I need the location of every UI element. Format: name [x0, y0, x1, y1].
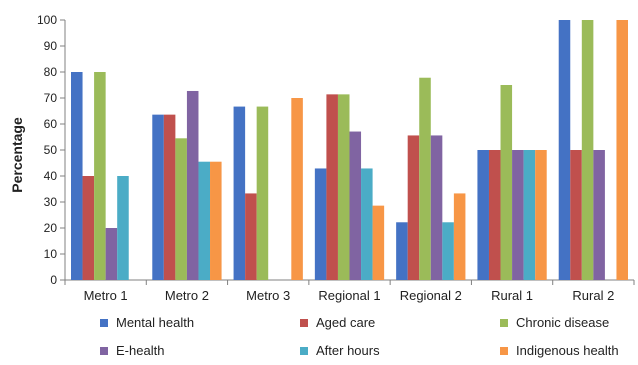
bar	[82, 176, 95, 280]
y-axis-label: Percentage	[9, 117, 25, 193]
legend-label: Aged care	[316, 315, 376, 330]
legend-swatch	[300, 318, 308, 327]
bar	[117, 176, 129, 280]
bar	[453, 193, 466, 280]
bar	[71, 72, 83, 280]
bar	[337, 94, 350, 280]
legend: Mental health Aged care Chronic disease E-h…	[100, 315, 638, 365]
y-tick-label: 10	[44, 247, 58, 261]
bar	[593, 150, 605, 280]
bar	[570, 150, 582, 280]
y-tick-label: 50	[44, 143, 58, 157]
legend-label: E-health	[116, 343, 165, 358]
y-tick-label: 100	[37, 13, 57, 27]
bar	[430, 135, 443, 280]
y-tick-label: 30	[44, 195, 58, 209]
legend-label: After hours	[316, 343, 380, 358]
x-tick-label: Rural 1	[491, 288, 533, 303]
legend-item: Indigenous health	[500, 343, 619, 358]
bar	[396, 222, 408, 280]
bar	[175, 138, 187, 280]
y-tick-label: 70	[44, 91, 58, 105]
y-tick-label: 90	[44, 39, 58, 53]
bar	[477, 150, 489, 280]
legend-label: Indigenous health	[516, 343, 619, 358]
bar	[210, 161, 222, 280]
bar	[256, 106, 269, 280]
bar	[500, 85, 513, 280]
legend-label: Mental health	[116, 315, 195, 330]
bar	[616, 20, 628, 280]
bar	[442, 222, 454, 280]
bar	[512, 150, 524, 280]
bar	[488, 150, 501, 280]
bar	[372, 205, 385, 280]
bar	[291, 98, 303, 280]
legend-item: E-health	[100, 343, 164, 358]
bar	[163, 114, 176, 280]
bar	[523, 150, 536, 280]
x-tick-label: Metro 1	[84, 288, 128, 303]
bar	[535, 150, 547, 280]
legend-swatch	[100, 318, 108, 327]
legend-swatch	[500, 346, 508, 355]
legend-swatch	[500, 318, 508, 327]
bar	[314, 168, 327, 280]
x-tick-label: Rural 2	[572, 288, 614, 303]
axes: 0 10 20 30 40 50 60 70 80 90 100 Metro 1 Metro 2 Metr…	[37, 13, 635, 303]
legend-swatch	[300, 346, 308, 355]
legend-label: Chronic disease	[516, 315, 610, 330]
x-tick-label: Regional 1	[318, 288, 380, 303]
bar	[186, 90, 199, 280]
legend-item: Mental health	[100, 315, 194, 330]
bar	[407, 135, 420, 280]
legend-swatch	[100, 346, 108, 355]
y-tick-label: 60	[44, 117, 58, 131]
bar	[152, 114, 164, 280]
y-tick-label: 80	[44, 65, 58, 79]
x-tick-label: Metro 2	[165, 288, 209, 303]
bar	[349, 131, 362, 280]
y-tick-label: 0	[50, 273, 57, 287]
legend-item: Aged care	[300, 315, 375, 330]
bar	[581, 20, 594, 280]
x-tick-label: Regional 2	[400, 288, 462, 303]
y-tick-label: 40	[44, 169, 58, 183]
bar	[558, 20, 571, 280]
legend-item: After hours	[300, 343, 380, 358]
bars	[71, 20, 628, 280]
bar	[198, 161, 211, 280]
x-tick-label: Metro 3	[246, 288, 290, 303]
bar	[326, 94, 338, 280]
legend-item: Chronic disease	[500, 315, 609, 330]
y-tick-label: 20	[44, 221, 58, 235]
bar	[419, 77, 431, 280]
bar	[361, 168, 373, 280]
bar	[233, 106, 246, 280]
bar	[105, 228, 118, 280]
bar	[94, 72, 106, 280]
bar	[245, 193, 257, 280]
